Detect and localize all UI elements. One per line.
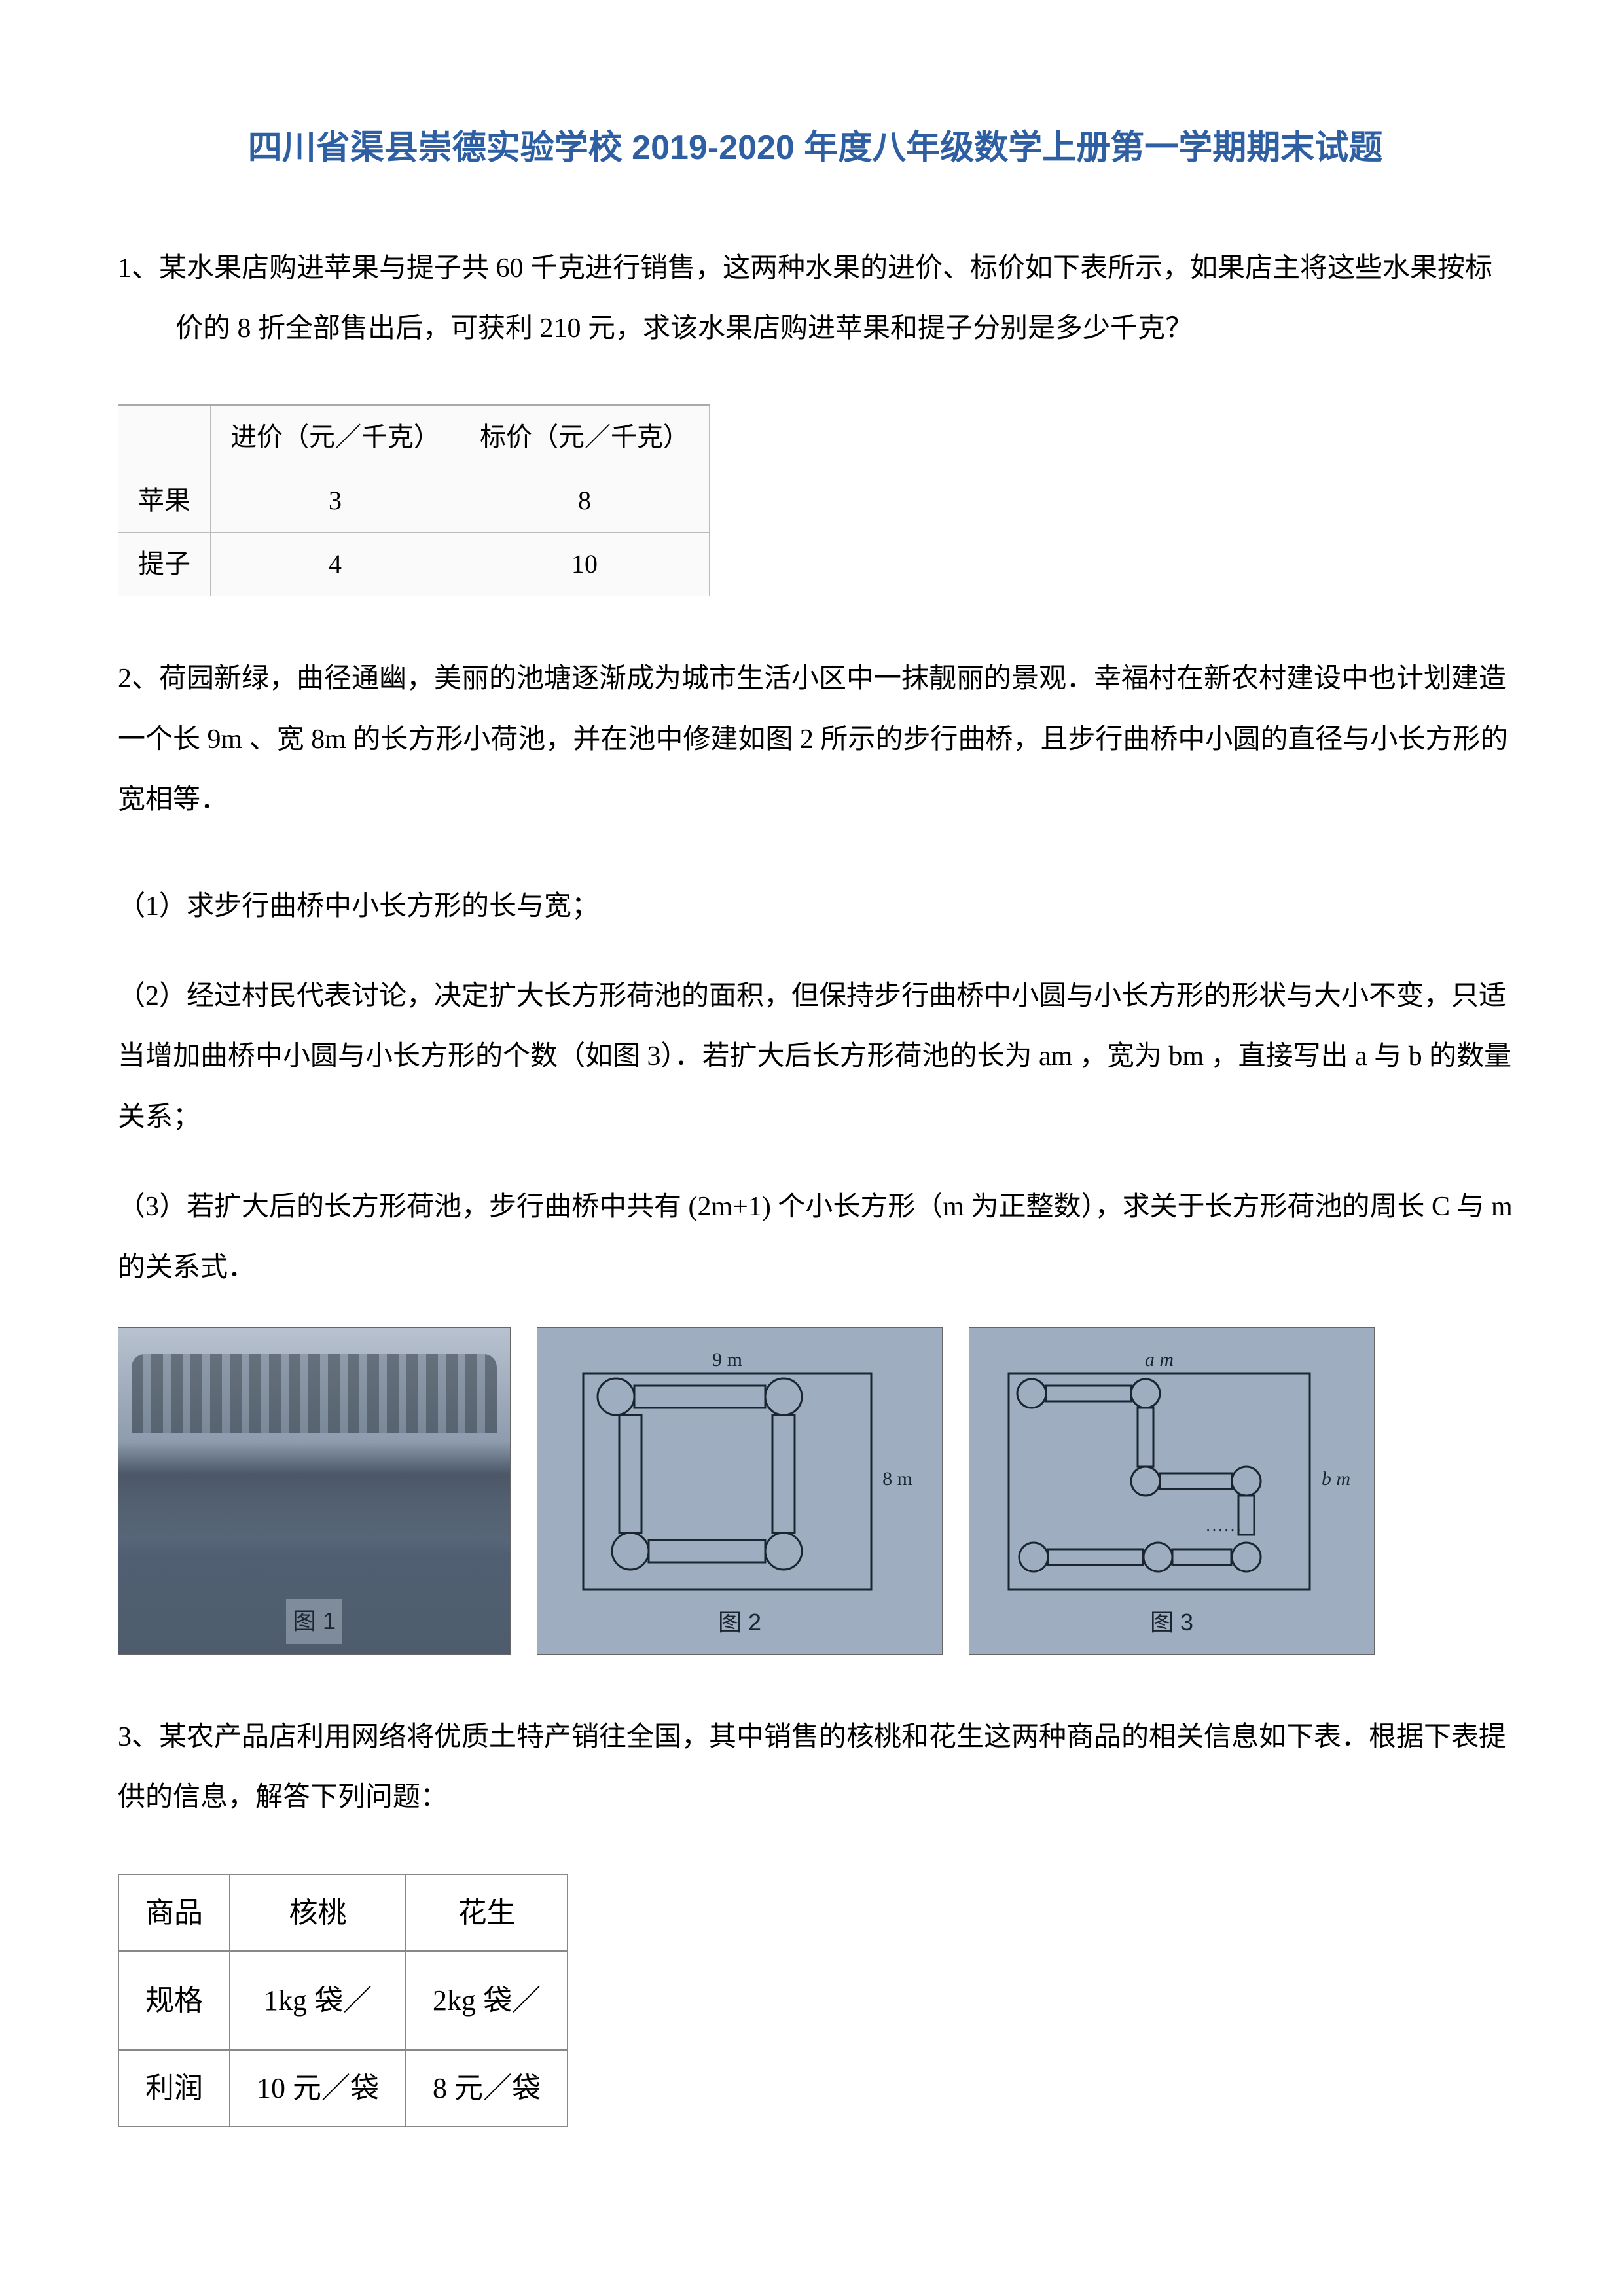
table1-r1c2: 10 [460, 533, 710, 596]
fig3-svg: a m b m …… [989, 1348, 1356, 1609]
table-row: 商品 核桃 花生 [118, 1874, 568, 1951]
q3-text: 某农产品店利用网络将优质土特产销往全国，其中销售的核桃和花生这两种商品的相关信息… [118, 1722, 1506, 1812]
table2-r1c2: 2kg 袋／ [406, 1951, 568, 2050]
table2-r2c1: 10 元／袋 [230, 2050, 406, 2126]
q2-intro: 荷园新绿，曲径通幽，美丽的池塘逐渐成为城市生活小区中一抹靓丽的景观．幸福村在新农… [118, 664, 1507, 815]
q2-sub1: （1）求步行曲桥中小长方形的长与宽； [118, 876, 1513, 937]
table-row: 苹果 3 8 [118, 469, 710, 533]
page-title: 四川省渠县崇德实验学校 2019-2020 年度八年级数学上册第一学期期末试题 [118, 118, 1513, 179]
table2-r1c1: 1kg 袋／ [230, 1951, 406, 2050]
q2-sub2: （2）经过村民代表讨论，决定扩大长方形荷池的面积，但保持步行曲桥中小圆与小长方形… [118, 966, 1513, 1147]
table2-r2c2: 8 元／袋 [406, 2050, 568, 2126]
q3-number: 3、 [118, 1722, 159, 1752]
figure-2: 9 m 8 m 图 2 [537, 1327, 943, 1655]
question-3: 3、某农产品店利用网络将优质土特产销往全国，其中销售的核桃和花生这两种商品的相关… [118, 1707, 1513, 1828]
fig3-width-label: a m [1145, 1349, 1174, 1371]
question-2: 2、荷园新绿，曲径通幽，美丽的池塘逐渐成为城市生活小区中一抹靓丽的景观．幸福村在… [118, 649, 1513, 830]
table1-h0 [118, 405, 211, 469]
table2-r2c0: 利润 [118, 2050, 230, 2126]
table2-r0c1: 核桃 [230, 1874, 406, 1951]
q1-number: 1、 [118, 253, 159, 283]
fig3-height-label: b m [1322, 1468, 1350, 1490]
table2-r1c0: 规格 [118, 1951, 230, 2050]
figure-container: 图 1 9 m 8 m 图 2 [118, 1327, 1513, 1655]
q2-number: 2、 [118, 664, 159, 694]
table2-r0c2: 花生 [406, 1874, 568, 1951]
table1-r1c1: 4 [211, 533, 460, 596]
table-row: 利润 10 元／袋 8 元／袋 [118, 2050, 568, 2126]
table-row: 规格 1kg 袋／ 2kg 袋／ [118, 1951, 568, 2050]
table1-r0c0: 苹果 [118, 469, 211, 533]
table1-h1: 进价（元／千克） [211, 405, 460, 469]
nuts-table: 商品 核桃 花生 规格 1kg 袋／ 2kg 袋／ 利润 10 元／袋 8 元／… [118, 1874, 568, 2128]
figure-3: a m b m …… 图 3 [969, 1327, 1375, 1655]
table1-r0c1: 3 [211, 469, 460, 533]
table1-r0c2: 8 [460, 469, 710, 533]
table1-r1c0: 提子 [118, 533, 211, 596]
table1-h2: 标价（元／千克） [460, 405, 710, 469]
figure-1: 图 1 [118, 1327, 511, 1655]
fig1-label: 图 1 [286, 1599, 342, 1644]
table2-r0c0: 商品 [118, 1874, 230, 1951]
fig3-label: 图 3 [1150, 1602, 1193, 1644]
svg-text:……: …… [1205, 1515, 1242, 1535]
fig2-svg: 9 m 8 m [557, 1348, 924, 1609]
question-1: 1、某水果店购进苹果与提子共 60 千克进行销售，这两种水果的进价、标价如下表所… [118, 238, 1513, 359]
fig2-width-label: 9 m [712, 1349, 742, 1371]
table-row: 提子 4 10 [118, 533, 710, 596]
fig2-height-label: 8 m [882, 1468, 912, 1490]
fig2-label: 图 2 [718, 1602, 761, 1644]
fruit-price-table: 进价（元／千克） 标价（元／千克） 苹果 3 8 提子 4 10 [118, 404, 710, 596]
q2-sub3: （3）若扩大后的长方形荷池，步行曲桥中共有 (2m+1) 个小长方形（m 为正整… [118, 1177, 1513, 1298]
q1-text-line1: 某水果店购进苹果与提子共 60 千克进行销售，这两种水果的进价、标价如下表所示，… [159, 253, 1492, 283]
q1-text-line2: 价的 8 折全部售出后，可获利 210 元，求该水果店购进苹果和提子分别是多少千… [118, 298, 1513, 359]
